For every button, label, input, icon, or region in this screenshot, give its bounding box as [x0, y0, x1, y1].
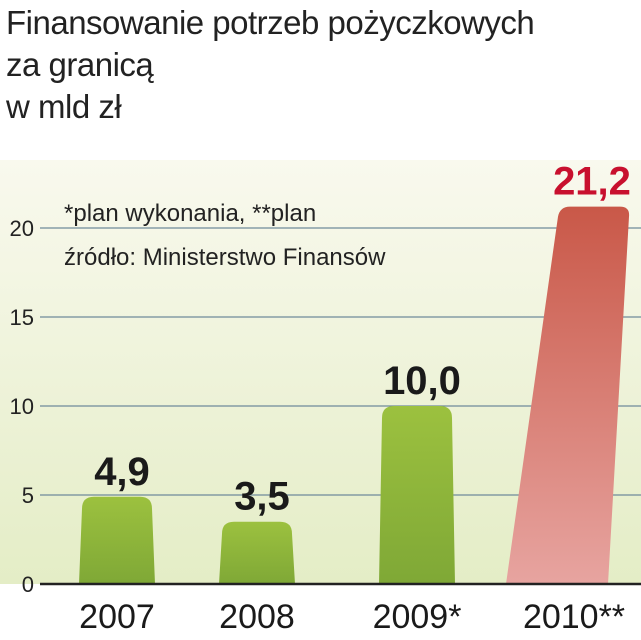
bar [219, 521, 295, 584]
data-label: 21,2 [553, 160, 631, 204]
footnote: *plan wykonania, **plan [64, 200, 317, 227]
bar [379, 406, 455, 584]
y-tick-label: 5 [22, 483, 34, 508]
x-tick-label: 2010** [523, 598, 625, 636]
x-tick-label: 2008 [219, 598, 295, 636]
x-tick-label: 2007 [79, 598, 155, 636]
chart-title-line-3: w mld zł [6, 88, 122, 125]
source-note: źródło: Ministerstwo Finansów [64, 244, 386, 271]
value-labels: 4,9 3,5 10,0 21,2 [94, 160, 631, 519]
data-label: 3,5 [234, 475, 290, 519]
y-tick-label: 15 [10, 305, 34, 330]
chart-title-line-2: za granicą [6, 46, 154, 83]
x-tick-label: 2009* [373, 598, 462, 636]
y-tick-label: 20 [10, 216, 34, 241]
y-tick-label: 10 [10, 394, 34, 419]
y-tick-label: 0 [22, 572, 34, 597]
data-label: 4,9 [94, 450, 150, 494]
bar [79, 496, 155, 584]
y-axis-ticks: 0 5 10 15 20 [10, 216, 34, 597]
chart-title-line-1: Finansowanie potrzeb pożyczkowych [6, 4, 535, 41]
chart-title: Finansowanie potrzeb pożyczkowych za gra… [6, 2, 636, 128]
data-label: 10,0 [383, 359, 461, 403]
bars [79, 206, 630, 584]
x-axis-labels: 2007 2008 2009* 2010** [79, 598, 625, 636]
bar [506, 206, 630, 584]
